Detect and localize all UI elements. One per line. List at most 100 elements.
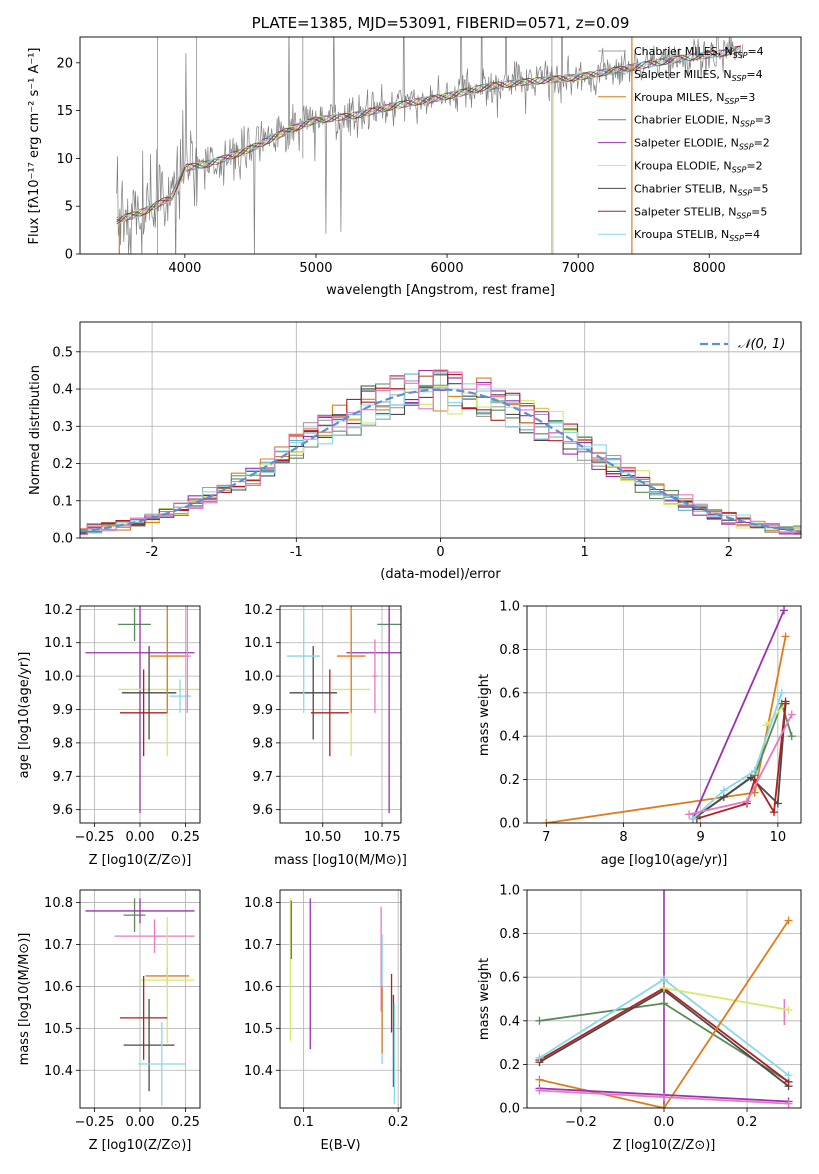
x-tick-label: 0 xyxy=(436,545,444,560)
data-point-marker xyxy=(719,786,728,795)
error-bar-point xyxy=(336,606,366,713)
y-tick-label: 10.0 xyxy=(244,670,273,685)
y-tick-label: 0.1 xyxy=(52,494,73,509)
axes-frame xyxy=(79,321,802,539)
error-bar-point xyxy=(118,607,151,642)
data-point-marker xyxy=(688,814,697,823)
x-tick-label: 0.2 xyxy=(737,1115,758,1130)
series-line xyxy=(765,703,787,726)
plot-area xyxy=(527,890,801,1108)
data-point-marker xyxy=(660,1093,668,1102)
data-point-marker xyxy=(660,999,668,1008)
x-axis-label: Z [log10(Z/Z⊙)] xyxy=(613,1138,716,1153)
y-tick-label: 0.4 xyxy=(499,730,520,745)
y-tick-label: 10.6 xyxy=(44,980,73,995)
x-tick-label: 2 xyxy=(725,545,733,560)
y-tick-label: 0.2 xyxy=(499,773,520,788)
model-fit-line xyxy=(116,47,741,220)
legend-label: Kroupa ELODIE, NSSP=2 xyxy=(634,160,763,175)
x-tick-label: 0.00 xyxy=(126,1115,155,1130)
y-tick-label: 0.0 xyxy=(499,1102,520,1117)
legend-label: Salpeter ELODIE, NSSP=2 xyxy=(634,137,770,152)
panel-age-vs-Z: −0.25 0.00 0.25 9.6 9.7 9.8 9.9 10.0 10.1 10.2 xyxy=(44,603,201,845)
data-point-marker xyxy=(685,810,694,819)
data-point-marker xyxy=(780,606,789,615)
legend-label: Kroupa STELIB, NSSP=4 xyxy=(634,228,760,243)
y-tick-label: 9.9 xyxy=(252,703,273,718)
data-point-marker xyxy=(784,1005,793,1014)
observed-spectrum xyxy=(116,37,744,254)
error-bar-point xyxy=(138,1022,186,1106)
data-point-marker xyxy=(781,697,790,706)
y-tick-label: 0.8 xyxy=(499,643,520,658)
data-point-marker xyxy=(660,1104,668,1108)
y-tick-label: 20 xyxy=(56,56,73,71)
x-tick-label: -1 xyxy=(290,545,303,560)
panel-residuals: -2 -1 0 1 2 0.0 0.1 0.2 0.3 0.4 0.5 𝒩(0, 1) xyxy=(52,321,802,560)
x-tick-label: −0.25 xyxy=(75,830,115,845)
y-tick-label: 0.8 xyxy=(499,927,520,942)
y-tick-label: 0.2 xyxy=(52,457,73,472)
data-point-marker xyxy=(535,1075,544,1084)
histogram-step xyxy=(80,375,801,534)
y-tick-label: 10.6 xyxy=(244,980,273,995)
y-tick-label: 9.8 xyxy=(252,736,273,751)
error-bar-point xyxy=(120,669,168,757)
x-tick-label: −0.25 xyxy=(75,1115,115,1130)
data-point-marker xyxy=(742,797,751,806)
panel-mass-vs-ebv: 0.1 0.2 10.4 10.5 10.6 10.7 10.8 xyxy=(244,889,409,1130)
axes-frame xyxy=(79,36,802,255)
x-tick-label: 7000 xyxy=(562,261,595,276)
y-tick-label: 0 xyxy=(65,248,73,263)
legend-label: Chabrier STELIB, NSSP=5 xyxy=(634,182,768,197)
plot-area xyxy=(80,606,200,823)
y-tick-label: 0.6 xyxy=(499,971,520,986)
y-tick-label: 9.8 xyxy=(52,736,73,751)
y-tick-label: 10.5 xyxy=(244,1022,273,1037)
axes-frame xyxy=(279,605,402,824)
y-tick-label: 0.4 xyxy=(499,1014,520,1029)
histogram-step xyxy=(80,369,801,535)
data-point-marker xyxy=(784,1071,793,1080)
plot-area xyxy=(80,322,801,538)
histogram-step xyxy=(80,374,801,533)
y-tick-label: 15 xyxy=(56,104,73,119)
axes-frame xyxy=(79,889,201,1109)
error-bar-point xyxy=(123,999,175,1092)
axes-frame xyxy=(79,605,201,824)
error-bar-point xyxy=(114,919,195,953)
series-line xyxy=(692,692,783,820)
y-tick-label: 10.7 xyxy=(44,938,73,953)
x-axis-label: Z [log10(Z/Z⊙)] xyxy=(89,1138,192,1153)
x-axis-label: E(B-V) xyxy=(320,1138,360,1153)
x-tick-label: −0.2 xyxy=(565,1115,597,1130)
plot-area xyxy=(280,890,401,1108)
data-point-marker xyxy=(787,732,796,741)
y-tick-label: 10 xyxy=(56,152,73,167)
y-tick-label: 9.6 xyxy=(252,803,273,818)
y-axis-label: mass weight xyxy=(477,958,492,1040)
y-tick-label: 9.7 xyxy=(252,770,273,785)
y-axis-label: age [log10(age/yr)] xyxy=(17,652,32,779)
y-tick-label: 10.8 xyxy=(44,896,73,911)
y-tick-label: 10.2 xyxy=(44,603,73,618)
series-line xyxy=(539,920,790,1108)
error-bar-point xyxy=(85,606,195,813)
y-axis-label: mass weight xyxy=(477,674,492,756)
error-bar-point xyxy=(346,606,401,813)
error-bar-point xyxy=(287,606,321,713)
y-tick-label: 10.8 xyxy=(244,896,273,911)
y-tick-label: 0.0 xyxy=(52,532,73,547)
x-tick-label: 0.25 xyxy=(171,830,200,845)
data-point-marker xyxy=(787,710,796,719)
y-tick-label: 10.2 xyxy=(244,603,273,618)
data-point-marker xyxy=(542,819,551,823)
x-tick-label: 0.00 xyxy=(126,830,155,845)
error-bar-point xyxy=(121,646,177,740)
legend-label: Chabrier MILES, NSSP=4 xyxy=(634,45,764,60)
y-tick-label: 5 xyxy=(65,200,73,215)
normal-pdf-curve xyxy=(80,388,801,533)
x-axis-label: age [log10(age/yr)] xyxy=(601,853,728,868)
x-tick-label: 5000 xyxy=(299,261,332,276)
